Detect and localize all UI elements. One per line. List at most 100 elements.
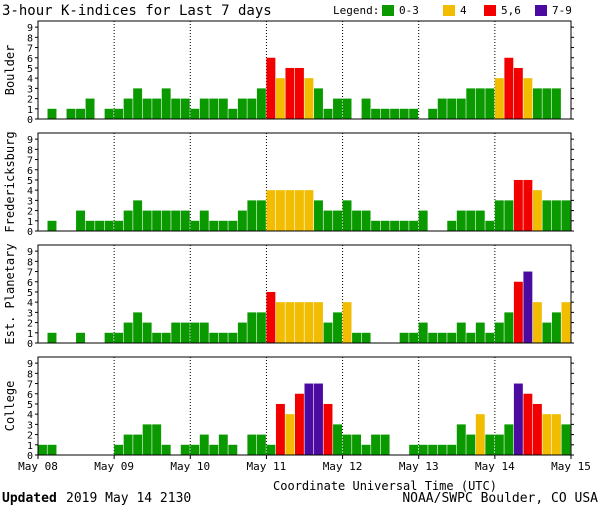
k-bar [76,332,85,343]
k-bar [551,200,561,232]
k-bar [114,444,124,455]
k-bar [399,332,409,343]
k-bar [209,444,219,455]
k-bar [152,210,162,231]
k-bar [161,332,171,343]
source-credit: NOAA/SWPC Boulder, CO USA [402,491,598,506]
k-bar [371,108,381,119]
k-bar [542,88,552,120]
k-bar [504,424,514,456]
k-bar [466,88,476,120]
k-bar [171,210,181,231]
k-bar [314,88,323,120]
y-tick-label: 8 [27,369,33,380]
k-bar [114,108,124,119]
k-bar [456,322,466,343]
k-bar [47,220,57,231]
y-tick-label: 6 [27,278,33,289]
panel-label-fredericksburg: Fredericksburg [3,131,17,232]
y-tick-label: 0 [27,451,33,462]
k-bar [333,424,342,456]
x-tick-label: May 08 [18,460,58,473]
k-bar [447,332,457,343]
k-bar [171,98,181,119]
k-bar [371,220,381,231]
k-bar [390,220,400,231]
k-bar [418,322,428,343]
k-bar [104,332,114,343]
k-bar [199,322,209,343]
x-tick-label: May 15 [551,460,591,473]
k-bar [333,98,342,119]
updated-value: 2019 May 14 2130 [66,491,191,506]
k-bar [209,220,219,231]
k-bar [447,444,457,455]
k-bar [266,190,276,231]
k-bar [513,67,523,119]
k-bar [561,424,571,456]
k-bar [380,220,390,231]
legend: Legend: 0-3 4 5,6 7-9 [333,4,572,17]
k-bar [323,210,333,231]
k-bar [266,291,276,343]
k-bar [152,98,162,119]
k-bar [475,414,485,455]
k-bar [85,220,95,231]
y-tick-label: 4 [27,298,33,309]
k-bar [76,210,85,231]
y-tick-label: 1 [27,217,33,228]
k-bar [256,312,266,344]
k-bar [532,88,542,120]
k-bar [285,67,295,119]
y-tick-label: 0 [27,115,33,126]
k-bar [161,88,171,120]
legend-swatch-7-9 [535,5,547,16]
k-bar [275,302,285,343]
k-bar [199,98,209,119]
k-bar [504,200,514,232]
k-bar [38,444,47,455]
k-bar [142,98,152,119]
k-bar [485,220,495,231]
k-bar [447,98,457,119]
y-tick-label: 0 [27,339,33,350]
k-bar [247,434,257,455]
k-bar [294,190,304,231]
y-tick-label: 2 [27,431,33,442]
k-bar [513,281,523,343]
k-bar [475,88,485,120]
k-bar [561,200,571,232]
y-tick-label: 3 [27,420,33,431]
panel-label-college: College [3,381,17,432]
x-tick-label: May 13 [399,460,439,473]
k-bar [437,332,447,343]
k-bar [152,332,162,343]
k-bar [190,444,200,455]
k-bar [209,332,219,343]
k-bar [532,403,542,455]
k-bar [323,403,333,455]
k-bar [466,210,476,231]
k-bar [142,424,152,456]
panel-label-boulder: Boulder [3,45,17,96]
k-bar [275,403,285,455]
k-bar [551,88,561,120]
k-bar [513,179,523,231]
x-tick-label: May 09 [94,460,134,473]
y-tick-label: 1 [27,441,33,452]
k-bar [275,190,285,231]
x-tick-label: May 11 [247,460,287,473]
k-bar [513,383,523,455]
k-bar [542,200,552,232]
y-tick-label: 3 [27,308,33,319]
y-tick-label: 5 [27,288,33,299]
k-bar [133,434,143,455]
k-bar [456,98,466,119]
k-bar [285,414,295,455]
k-bar [485,434,495,455]
y-tick-label: 4 [27,74,33,85]
legend-entry-0-3: 0-3 [399,4,419,17]
